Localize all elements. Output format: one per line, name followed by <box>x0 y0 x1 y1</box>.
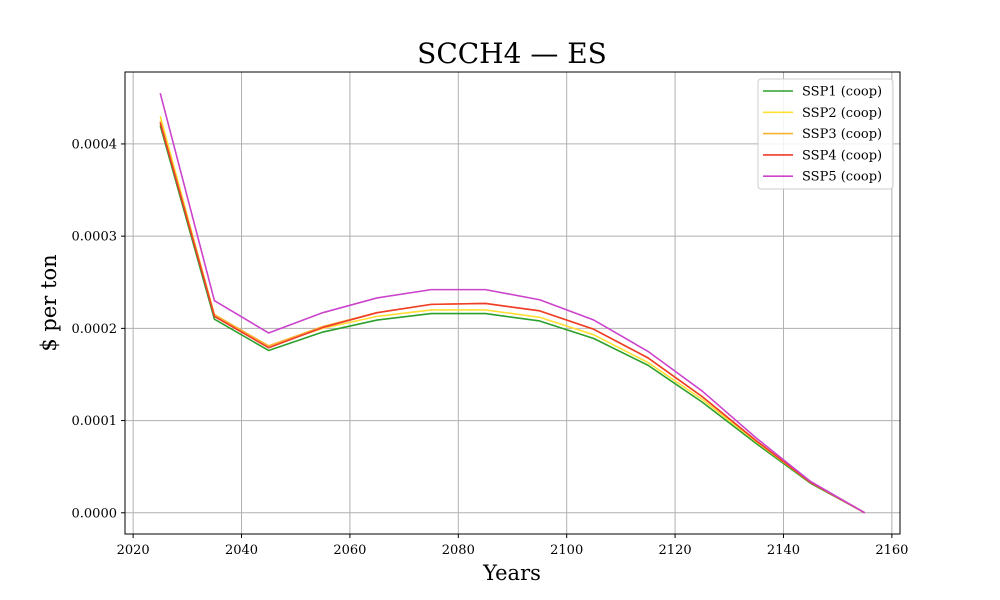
x-tick-label: 2100 <box>550 543 583 558</box>
x-tick-label: 2160 <box>875 543 908 558</box>
legend: SSP1 (coop) SSP2 (coop) SSP3 (coop) SSP4 (c… <box>757 78 894 190</box>
tick-layer: 2020 2040 2060 2080 2100 2120 2140 2160 0.0000 0.… <box>72 137 909 558</box>
series-line-ssp1 <box>159 125 866 514</box>
y-axis-label: $ per ton <box>37 254 61 351</box>
x-tick-label: 2140 <box>767 543 800 558</box>
y-tick-label: 0.0004 <box>72 137 118 152</box>
legend-label-ssp3: SSP3 (coop) <box>802 127 882 142</box>
legend-label-ssp1: SSP1 (coop) <box>802 85 882 100</box>
x-tick-label: 2040 <box>225 543 258 558</box>
x-axis-label: Years <box>482 561 541 585</box>
legend-label-ssp4: SSP4 (coop) <box>802 148 882 163</box>
y-tick-label: 0.0000 <box>72 506 118 521</box>
series-line-ssp5 <box>159 93 866 514</box>
chart-title: SCCH4 — ES <box>417 37 607 70</box>
x-tick-label: 2080 <box>442 543 475 558</box>
x-tick-label: 2120 <box>659 543 692 558</box>
plot-frame <box>124 71 901 535</box>
x-tick-label: 2020 <box>117 543 150 558</box>
y-tick-label: 0.0001 <box>72 414 118 429</box>
series-line-ssp4 <box>159 122 866 514</box>
legend-label-ssp2: SSP2 (coop) <box>802 106 882 121</box>
y-tick-label: 0.0002 <box>72 322 118 337</box>
x-tick-label: 2060 <box>333 543 366 558</box>
legend-box <box>757 78 894 190</box>
legend-label-ssp5: SSP5 (coop) <box>802 170 882 185</box>
series-layer <box>159 93 866 514</box>
y-tick-label: 0.0003 <box>72 230 118 245</box>
